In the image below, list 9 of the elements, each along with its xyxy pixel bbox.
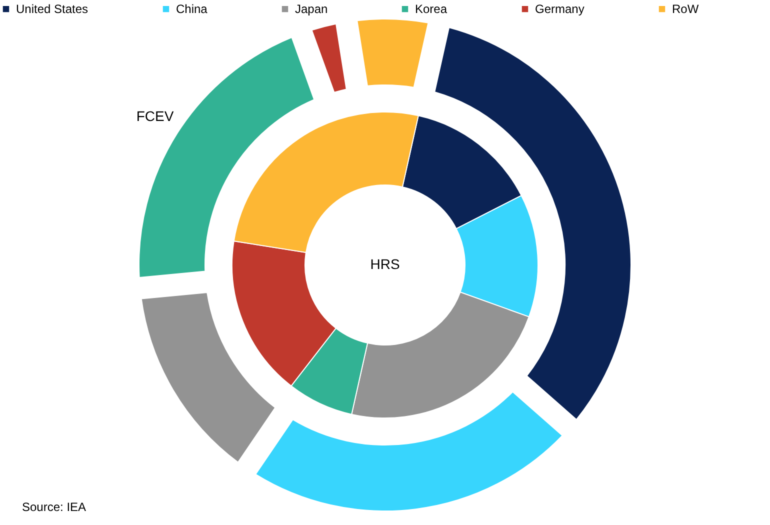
source-note: Source: IEA: [22, 500, 86, 514]
slice-label: HRS: [370, 256, 400, 272]
legend-label: Japan: [295, 2, 328, 16]
slice-label: FCEV: [136, 108, 174, 124]
legend-label: Korea: [415, 2, 448, 16]
legend-label: RoW: [672, 2, 700, 16]
legend-label: Germany: [535, 2, 584, 16]
legend-label: China: [176, 2, 208, 16]
legend-label: United States: [16, 2, 88, 16]
